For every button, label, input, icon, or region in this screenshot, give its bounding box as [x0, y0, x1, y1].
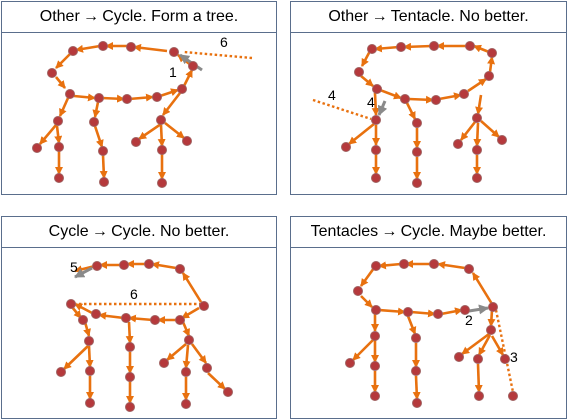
label-4-left: 4 [328, 87, 336, 103]
gray-arrow-5 [74, 266, 93, 279]
cycle-edges [359, 260, 496, 327]
label-4-node: 4 [367, 94, 375, 110]
tree-edges [63, 306, 226, 404]
tree-edges [348, 92, 500, 180]
label-2: 2 [465, 312, 473, 328]
nodes [345, 259, 518, 408]
panel-cycle-to-cycle: Cycle → Cycle. No better. [1, 216, 277, 419]
panel-other-to-tentacle: Other → Tentacle. No better. [290, 1, 567, 195]
nodes [341, 41, 507, 188]
panel-diagram: 5 6 [56, 259, 233, 412]
nodes [32, 41, 198, 188]
panel-diagram: 4 4 [312, 41, 507, 188]
label-5: 5 [70, 259, 78, 275]
label-1: 1 [169, 64, 177, 80]
nodes [56, 259, 233, 412]
panel-title: Other → Cycle. Form a tree. [2, 2, 276, 33]
tree-edges [39, 92, 185, 180]
gray-arrow-4 [377, 100, 388, 116]
label-6: 6 [130, 286, 138, 302]
dotted-edge-6 [183, 50, 253, 60]
cycle-edges [74, 260, 203, 324]
label-3: 3 [510, 349, 518, 365]
panel-tentacles-to-cycle: Tentacles → Cycle. Maybe better. [290, 216, 567, 419]
gray-arrow-2 [468, 304, 489, 315]
panel-title: Cycle → Cycle. No better. [2, 217, 276, 248]
panel-other-to-cycle: Other → Cycle. Form a tree. [1, 1, 277, 195]
panel-title: Other → Tentacle. No better. [291, 2, 566, 33]
dotted-edge-3 [494, 309, 515, 393]
panel-diagram: 2 3 [345, 259, 518, 408]
tree-edges [352, 314, 505, 400]
panel-title: Tentacles → Cycle. Maybe better. [291, 217, 566, 248]
label-6: 6 [220, 34, 228, 50]
dotted-edge-4 [312, 98, 372, 121]
panel-diagram: 1 6 [32, 34, 253, 188]
cycle-edges [360, 42, 496, 104]
